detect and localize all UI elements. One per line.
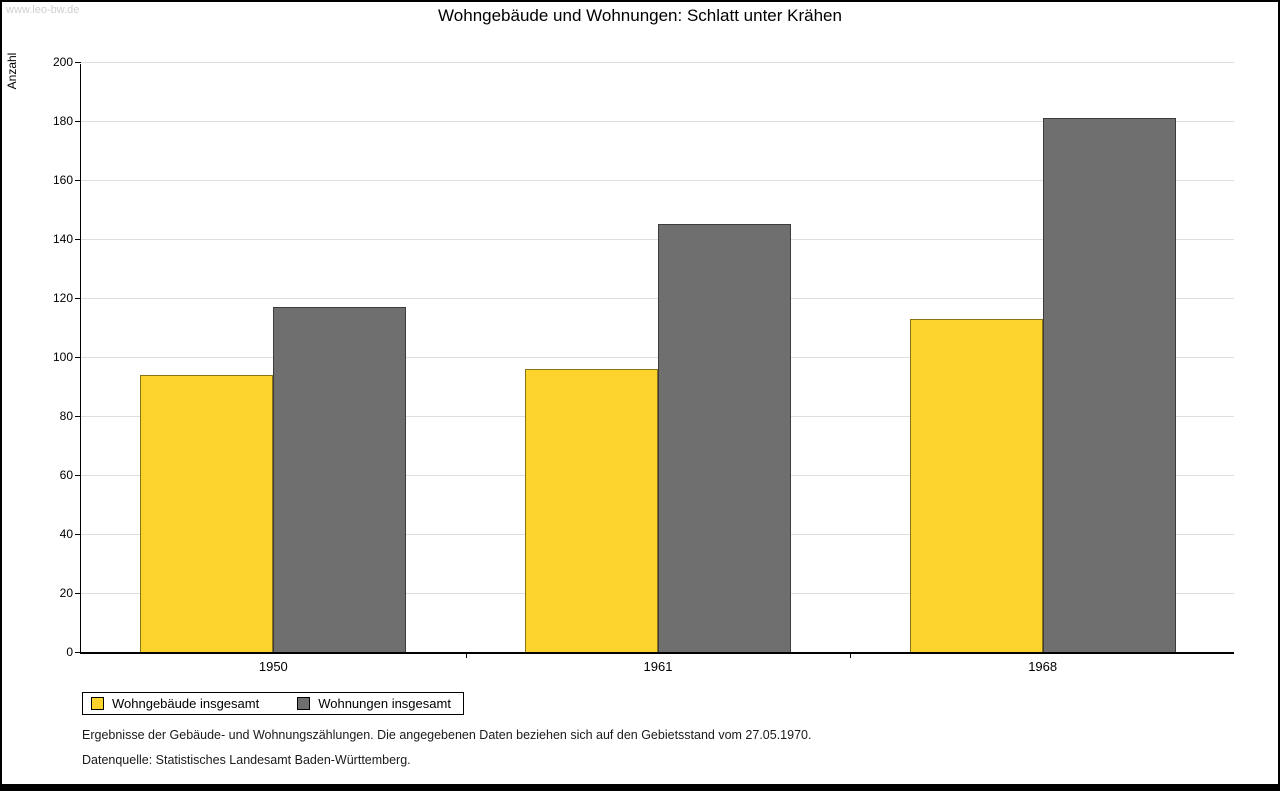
y-tick-mark <box>75 239 81 240</box>
y-tick-mark <box>75 534 81 535</box>
y-tick-mark <box>75 416 81 417</box>
y-tick-label: 100 <box>52 350 73 364</box>
y-axis-title: Anzahl <box>5 52 19 90</box>
chart-title: Wohngebäude und Wohnungen: Schlatt unter… <box>438 6 842 25</box>
gridline <box>81 239 1234 240</box>
y-tick-mark <box>75 62 81 63</box>
bar-1968-wohnungen <box>1042 118 1176 652</box>
x-tick-label: 1968 <box>1028 659 1058 674</box>
watermark: www.leo-bw.de <box>6 4 80 16</box>
gridline <box>81 62 1234 63</box>
y-tick-label: 200 <box>52 55 73 69</box>
x-tick-mark <box>850 652 852 658</box>
plot-area: 0 20 40 60 80 100 120 140 160 180 200 1950 1961 1968 <box>53 55 1234 674</box>
y-tick-mark <box>75 180 81 181</box>
gridline <box>81 298 1234 299</box>
legend-item-wohnungen: Wohnungen insgesamt <box>297 696 451 711</box>
y-tick-mark <box>75 357 81 358</box>
footnote-data-source: Datenquelle: Statistisches Landesamt Bad… <box>82 753 411 767</box>
x-tick-label: 1961 <box>643 659 673 674</box>
y-tick-mark <box>75 593 81 594</box>
bar-1968-wohngebaeude <box>909 318 1043 652</box>
gridline <box>81 357 1234 358</box>
legend-swatch-yellow <box>91 697 104 710</box>
legend-label: Wohnungen insgesamt <box>318 696 451 711</box>
x-tick-mark <box>465 652 467 658</box>
y-tick-label: 180 <box>52 114 73 128</box>
gridline <box>81 121 1234 122</box>
y-tick-label: 20 <box>59 586 73 600</box>
y-tick-label: 80 <box>59 409 73 423</box>
bar-1961-wohngebaeude <box>525 368 658 652</box>
gridline <box>81 180 1234 181</box>
bar-1961-wohnungen <box>658 224 791 652</box>
y-tick-mark <box>75 652 81 653</box>
legend-label: Wohngebäude insgesamt <box>112 696 260 711</box>
legend: Wohngebäude insgesamt Wohnungen insgesam… <box>82 692 464 715</box>
x-tick-label: 1950 <box>258 659 288 674</box>
legend-swatch-gray <box>297 697 311 710</box>
y-tick-label: 140 <box>52 232 73 246</box>
legend-item-wohngebaeude: Wohngebäude insgesamt <box>91 696 259 711</box>
y-tick-label: 160 <box>52 173 73 187</box>
y-tick-label: 120 <box>52 291 73 305</box>
bar-1950-wohngebaeude <box>140 374 274 652</box>
y-tick-mark <box>75 298 81 299</box>
y-tick-mark <box>75 121 81 122</box>
y-tick-label: 60 <box>59 468 73 482</box>
y-tick-mark <box>75 475 81 476</box>
y-tick-label: 0 <box>66 645 73 659</box>
bar-1950-wohnungen <box>273 306 407 652</box>
footnote-source-note: Ergebnisse der Gebäude- und Wohnungszähl… <box>82 728 812 742</box>
y-tick-label: 40 <box>59 527 73 541</box>
